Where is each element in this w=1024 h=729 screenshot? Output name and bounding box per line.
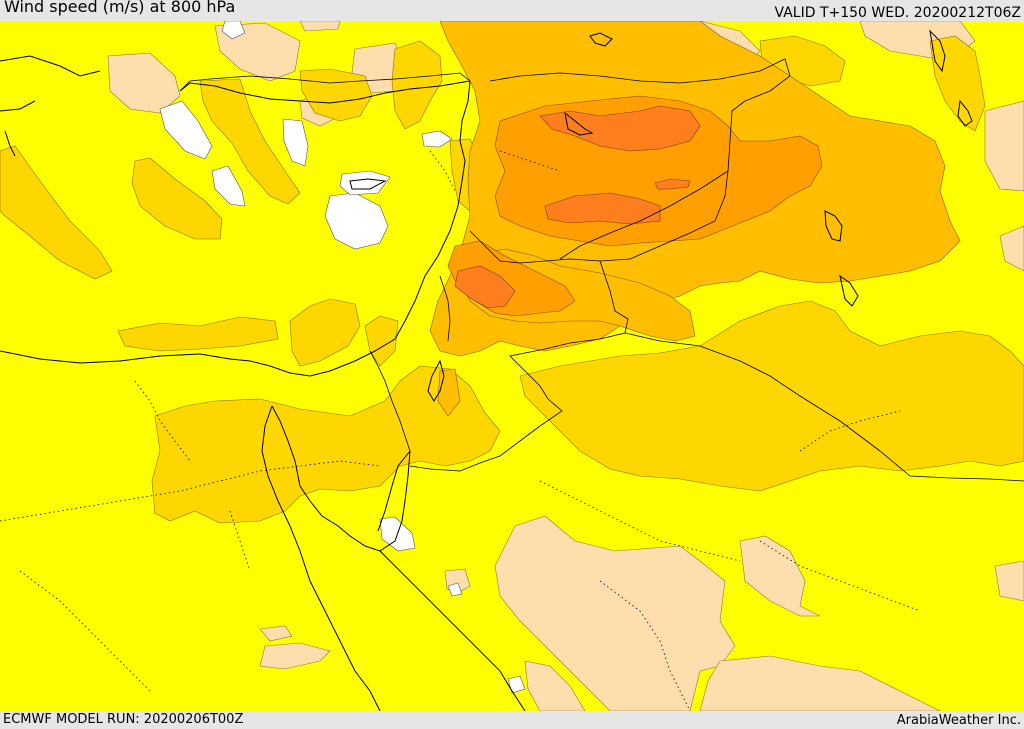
footer-bar: ECMWF MODEL RUN: 20200206T00Z ArabiaWeat… [0,711,1024,729]
admin-borders [0,150,921,711]
map-title: Wind speed (m/s) at 800 hPa [4,0,236,16]
moderate-wind-regions [0,35,1024,524]
coastlines [0,29,973,711]
model-run: ECMWF MODEL RUN: 20200206T00Z [3,712,244,727]
strongest-wind-regions [454,105,701,309]
map-canvas [0,21,1024,711]
country-borders [179,58,1024,482]
wind-speed-map [0,21,1024,711]
header-bar: Wind speed (m/s) at 800 hPa VALID T+150 … [0,0,1024,21]
valid-time: VALID T+150 WED. 20200212T06Z [774,5,1021,21]
credit: ArabiaWeather Inc. [896,713,1021,728]
